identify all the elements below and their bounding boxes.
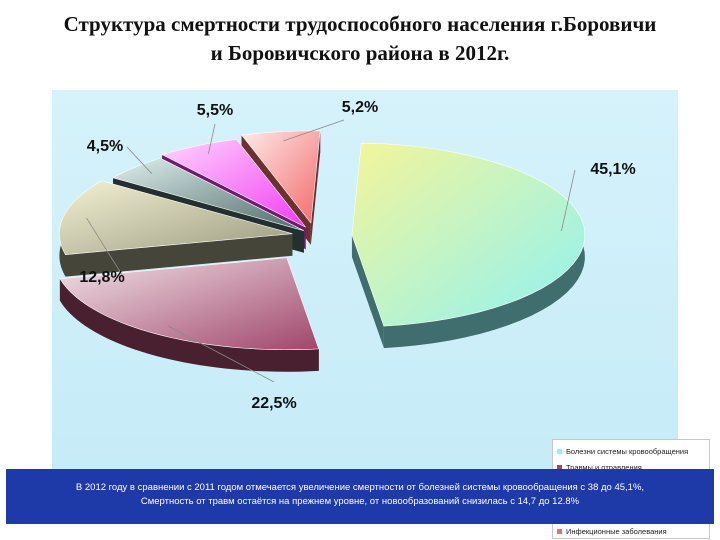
leader-line-digest xyxy=(126,146,153,174)
data-label-infect: 5,2% xyxy=(342,99,378,116)
pie-slice-edge-infect-1 xyxy=(310,130,321,245)
pie-slice-side-trauma xyxy=(59,278,319,372)
leader-line-neo xyxy=(86,217,125,279)
pie-slice-top-infect xyxy=(241,130,321,224)
data-label-neo: 12,8% xyxy=(79,269,124,286)
leader-line-circ xyxy=(561,169,576,232)
pie-slice-top-trauma xyxy=(59,257,320,351)
caption-line-2: Смертность от травм остаётся на прежнем … xyxy=(140,496,580,507)
pie-slice-top-circ xyxy=(351,142,586,327)
pie-slice-edge-neo-0 xyxy=(65,233,293,277)
leader-line-resp xyxy=(207,123,216,154)
legend-item-infect: Инфекционные заболевания xyxy=(557,523,705,539)
leader-line-infect xyxy=(283,119,345,142)
pie-slice-circ xyxy=(351,142,586,349)
pie-slice-trauma xyxy=(59,257,320,372)
legend-swatch-infect xyxy=(557,528,562,534)
data-label-trauma: 22,5% xyxy=(251,395,296,412)
pie-slice-edge-circ-1 xyxy=(351,234,384,349)
legend-item-circ: Болезни системы кровообращения xyxy=(557,443,705,459)
pie-slice-top-neo xyxy=(59,180,293,255)
legend-swatch-circ xyxy=(557,448,562,454)
legend-item-trauma: Травмы и отравления xyxy=(557,459,705,475)
legend-swatch-trauma xyxy=(557,464,562,470)
pie-slice-top-digest xyxy=(112,157,304,231)
pie-slice-top-resp xyxy=(161,139,306,228)
pie-chart: 45,1% 22,5% 12,8% 4,5% 5,5% 5,2% xyxy=(59,99,636,412)
chart-title: Структура смертности трудоспособного нас… xyxy=(0,10,720,68)
data-label-digest: 4,5% xyxy=(87,138,123,155)
caption-line-1: В 2012 году в сравнении с 2011 годом отм… xyxy=(75,482,645,493)
title-line-2: и Боровичского района в 2012г. xyxy=(210,41,510,65)
chart-panel: 45,1% 22,5% 12,8% 4,5% 5,5% 5,2% Болезни сист… xyxy=(52,90,710,539)
data-label-resp: 5,5% xyxy=(197,102,233,119)
title-line-1: Структура смертности трудоспособного нас… xyxy=(63,12,657,36)
pie-slice-neo xyxy=(59,180,293,277)
data-label-circ: 45,1% xyxy=(590,161,635,178)
legend-label-trauma: Травмы и отравления xyxy=(566,462,642,472)
caption-box: В 2012 году в сравнении с 2011 годом отм… xyxy=(6,469,714,524)
legend-label-circ: Болезни системы кровообращения xyxy=(566,446,689,456)
leader-line-trauma xyxy=(167,325,275,383)
legend-label-infect: Инфекционные заболевания xyxy=(566,526,667,536)
